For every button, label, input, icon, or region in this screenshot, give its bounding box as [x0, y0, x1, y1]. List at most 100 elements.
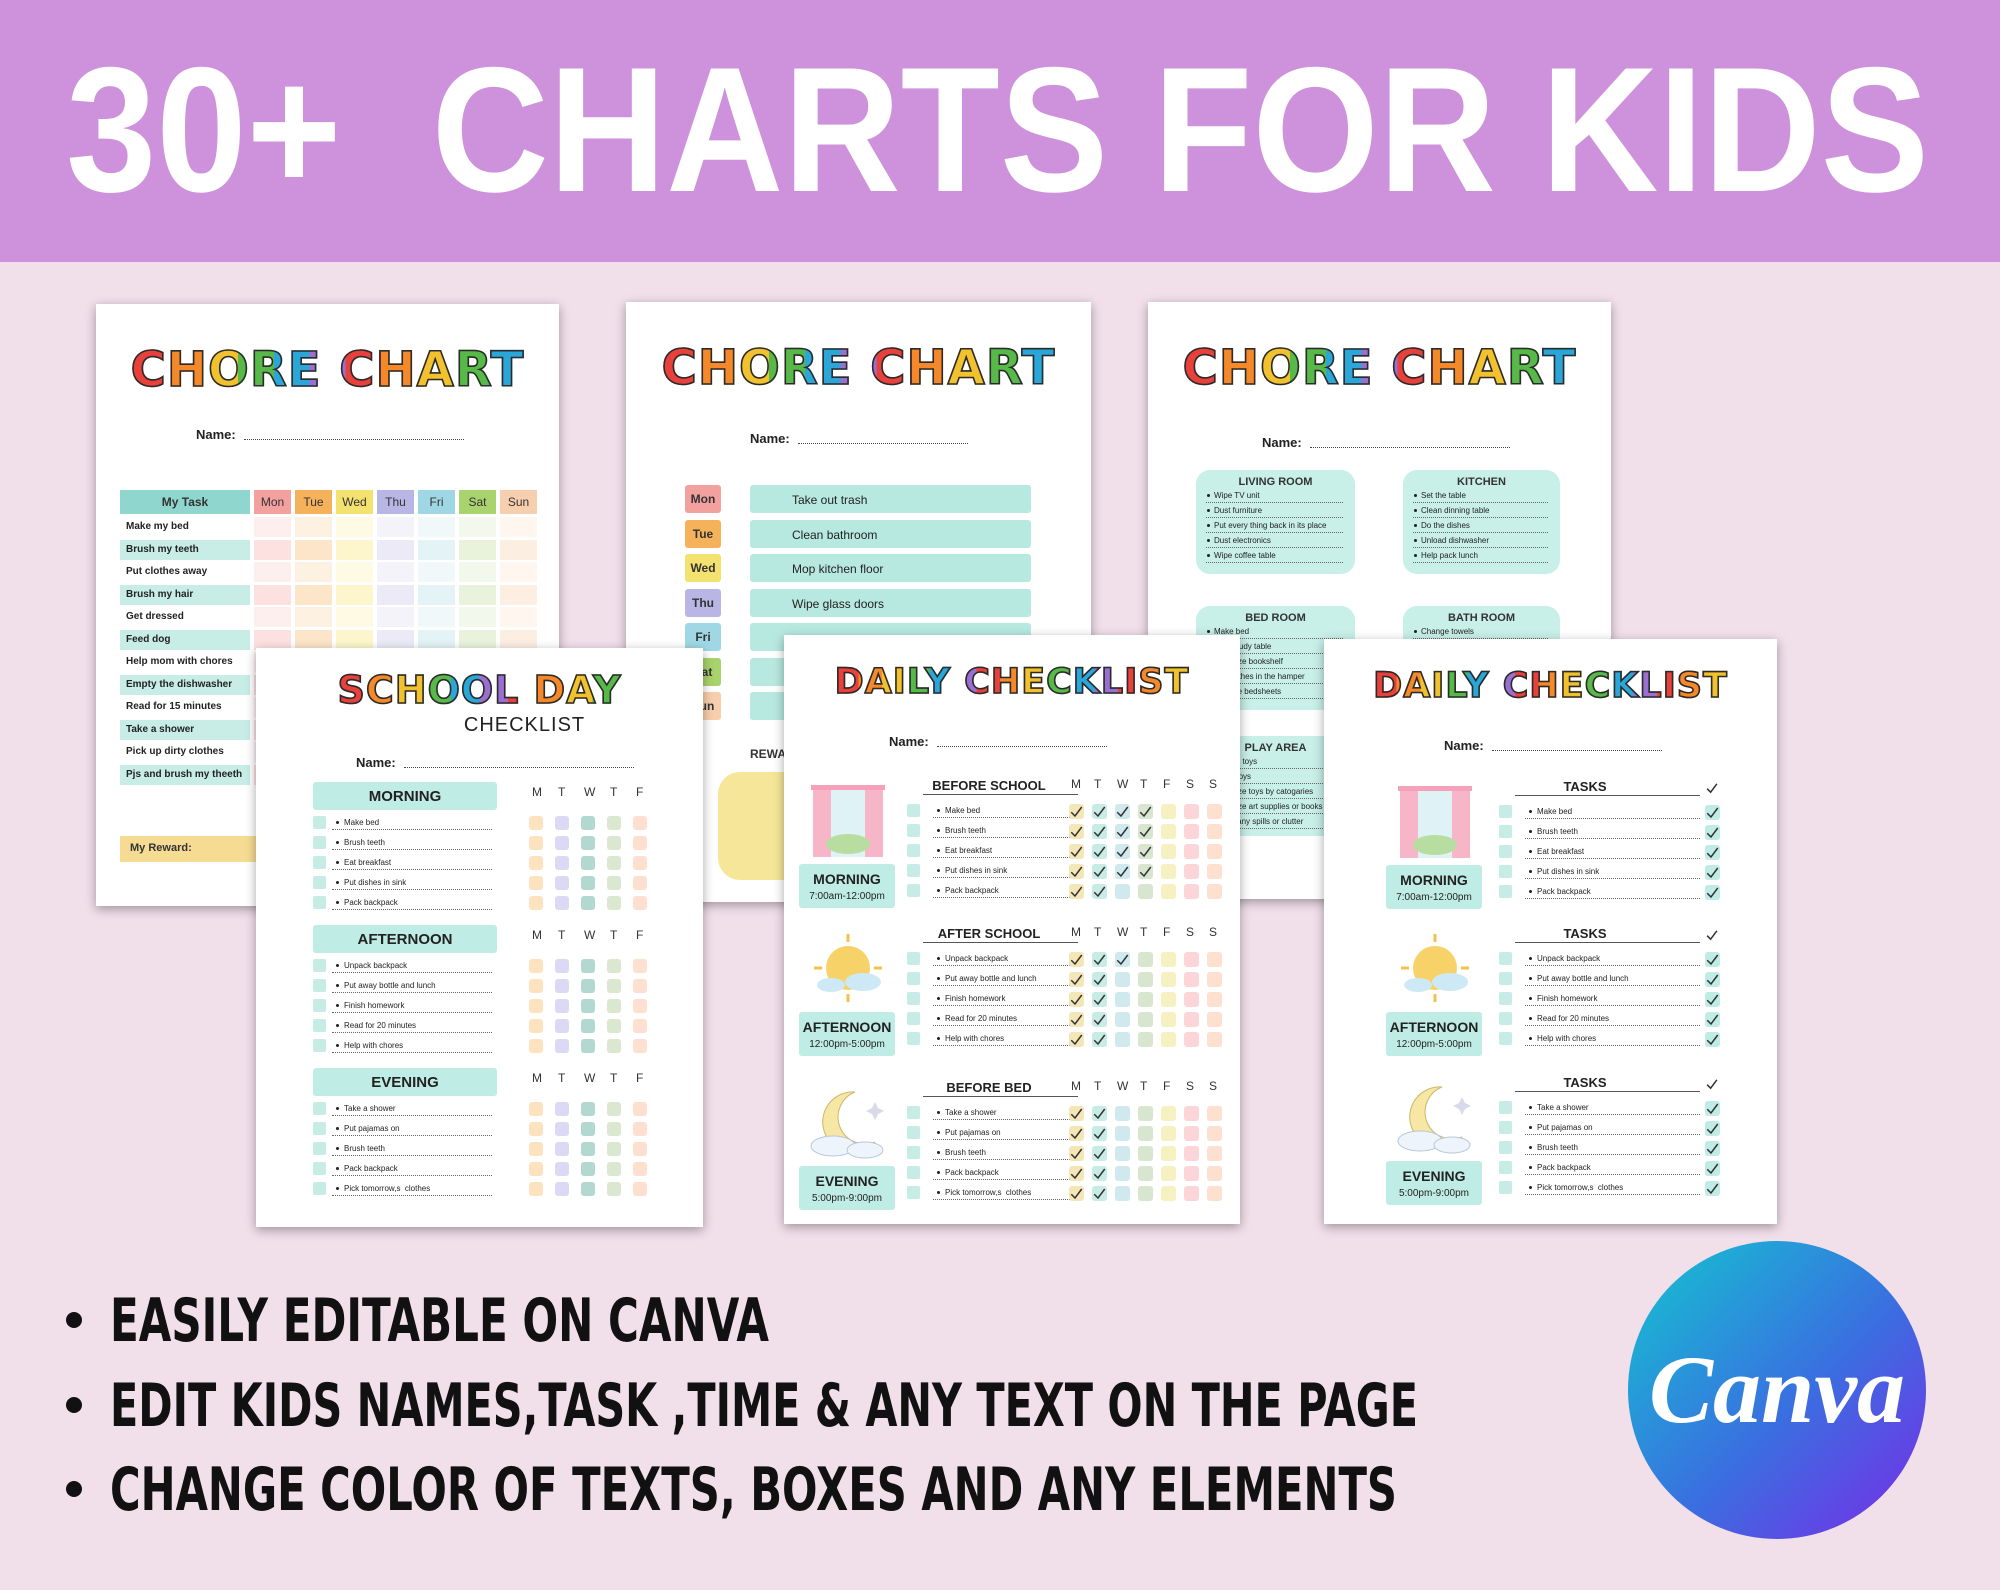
day-cell [555, 896, 569, 910]
day-cell [1115, 1166, 1130, 1181]
check-mark [1116, 846, 1129, 858]
illustration-part [811, 785, 885, 790]
day-cell [1161, 972, 1176, 987]
day-cell [500, 562, 537, 582]
day-cell [1138, 1166, 1153, 1181]
day-cell [500, 539, 537, 560]
day-cell [633, 1182, 647, 1196]
bullet [1529, 1126, 1532, 1129]
room-item: Dust electronics [1214, 536, 1271, 545]
day-cell [336, 607, 373, 627]
day-cell [254, 584, 291, 605]
time-label-box: MORNING 7:00am-12:00pm [1386, 865, 1482, 909]
room-item: Wipe coffee table [1214, 551, 1276, 560]
day-letter: S [1186, 777, 1195, 791]
task: Clean bathroom [792, 527, 878, 542]
day-cell [581, 1122, 595, 1136]
task: Take a shower [126, 723, 195, 735]
day-cell [529, 1019, 543, 1033]
day-letter: M [1071, 925, 1081, 939]
room-name: BATH ROOM [1447, 612, 1515, 624]
illustration-part [846, 1141, 884, 1159]
column-label: Thu [385, 495, 406, 509]
check-mark [1116, 806, 1129, 818]
checkbox [907, 952, 920, 965]
day-label: Fri [695, 630, 711, 644]
day-letter: M [532, 928, 542, 942]
illustration [1401, 934, 1469, 1002]
bullet [1414, 494, 1417, 497]
day-cell [1161, 952, 1176, 967]
checkbox [1499, 1032, 1512, 1045]
check-stroke [1093, 1188, 1106, 1200]
day-cell [418, 562, 455, 582]
check-stroke [1706, 994, 1719, 1006]
item-line [1206, 768, 1343, 769]
bullet [937, 1037, 940, 1040]
section-heading: BEFORE SCHOOL [932, 778, 1046, 793]
illustration-part [1413, 835, 1457, 855]
day-cell [1184, 972, 1199, 987]
bullet [1414, 539, 1417, 542]
time-label-box: EVENING 5:00pm-9:00pm [799, 1166, 895, 1210]
checkbox [1499, 885, 1512, 898]
day-cell [418, 629, 455, 650]
day-cell [529, 856, 543, 870]
day-cell [418, 539, 455, 560]
check-mark [1070, 994, 1083, 1006]
task-line [933, 1139, 1078, 1140]
task-line [332, 889, 492, 890]
day-cell [1184, 844, 1199, 859]
time-label-box: AFTERNOON 12:00pm-5:00pm [1386, 1012, 1482, 1056]
illustration-part [1400, 788, 1418, 858]
item-line [1206, 562, 1343, 563]
room-name: BED ROOM [1245, 612, 1306, 624]
check-stroke [1070, 826, 1083, 838]
bullet [937, 1131, 940, 1134]
check-stroke [1706, 954, 1719, 966]
check-stroke [1706, 847, 1719, 859]
checkbox [1499, 845, 1512, 858]
task: Put pajamas on [1537, 1123, 1593, 1132]
day-cell [500, 629, 537, 650]
canva-logo [1628, 1241, 1926, 1539]
checkbox [907, 972, 920, 985]
check-mark [1093, 1148, 1106, 1160]
task-line [933, 985, 1078, 986]
task: Mop kitchen floor [792, 562, 884, 576]
day-cell [529, 1122, 543, 1136]
day-cell [555, 1102, 569, 1116]
day-cell [459, 562, 496, 582]
card-title: DAILY CHECKLIST [1372, 666, 1728, 706]
checkbox [1499, 952, 1512, 965]
day-letter: T [1094, 925, 1102, 939]
day-tag: Wed [685, 554, 721, 582]
bullet [937, 1171, 940, 1174]
bullet [336, 1024, 339, 1027]
task: Finish homework [945, 994, 1006, 1003]
day-cell [1184, 804, 1199, 819]
day-letter: W [1117, 925, 1129, 939]
day-cell [1184, 1012, 1199, 1027]
check-mark [1116, 866, 1129, 878]
day-cell [1184, 1032, 1199, 1047]
day-letter: F [636, 1071, 644, 1085]
checkbox [313, 1162, 326, 1175]
bullet [1529, 1037, 1532, 1040]
day-cell [459, 539, 496, 560]
title-wrap: DAILY CHECKLIST [1324, 666, 1777, 706]
day-cell [1161, 804, 1176, 819]
day-cell [1161, 1126, 1176, 1141]
item-line [1206, 547, 1343, 548]
task-line [332, 1032, 492, 1033]
column-label: Tue [303, 495, 324, 509]
check-mark [1070, 866, 1083, 878]
day-cell [1184, 1186, 1199, 1201]
task-line [332, 1052, 492, 1053]
item-line [1413, 638, 1548, 639]
section-name: MORNING [368, 787, 442, 805]
day-cell [418, 607, 455, 627]
check-mark [1093, 1108, 1106, 1120]
check-stroke [1706, 1143, 1719, 1155]
day-cell [529, 1102, 543, 1116]
